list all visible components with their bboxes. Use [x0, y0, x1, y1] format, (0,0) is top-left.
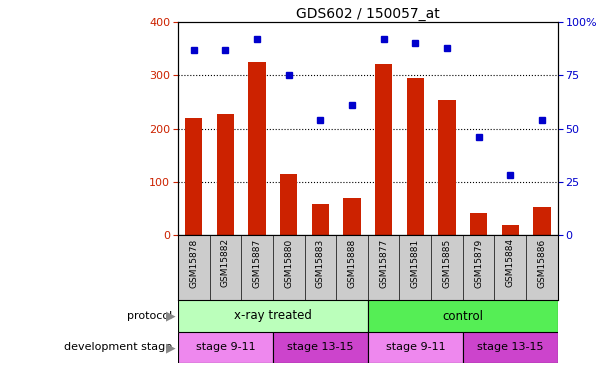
Text: GSM15877: GSM15877	[379, 238, 388, 288]
Bar	[406, 78, 424, 235]
Text: GSM15879: GSM15879	[474, 238, 483, 288]
Text: GSM15887: GSM15887	[253, 238, 262, 288]
Text: GSM15886: GSM15886	[537, 238, 546, 288]
Text: stage 13-15: stage 13-15	[287, 342, 353, 352]
Bar	[178, 300, 368, 332]
Text: protocol: protocol	[127, 311, 172, 321]
Bar	[463, 332, 558, 363]
Title: GDS602 / 150057_at: GDS602 / 150057_at	[296, 7, 440, 21]
Bar	[438, 100, 456, 235]
Text: GSM15882: GSM15882	[221, 238, 230, 287]
Bar	[216, 114, 234, 235]
Bar	[375, 63, 393, 235]
Text: GSM15888: GSM15888	[347, 238, 356, 288]
Text: stage 13-15: stage 13-15	[477, 342, 543, 352]
Bar	[368, 332, 463, 363]
Bar	[280, 174, 297, 235]
Bar	[273, 332, 368, 363]
Text: GSM15884: GSM15884	[506, 238, 515, 287]
Bar	[533, 207, 551, 235]
Bar	[470, 213, 487, 235]
Text: x-ray treated: x-ray treated	[234, 309, 312, 322]
Bar	[185, 118, 203, 235]
Bar	[343, 198, 361, 235]
Text: control: control	[443, 309, 483, 322]
Text: stage 9-11: stage 9-11	[195, 342, 255, 352]
Text: ▶: ▶	[166, 341, 176, 354]
Text: stage 9-11: stage 9-11	[385, 342, 445, 352]
Text: GSM15878: GSM15878	[189, 238, 198, 288]
Text: ▶: ▶	[166, 309, 176, 322]
Bar	[312, 204, 329, 235]
Text: GSM15883: GSM15883	[316, 238, 325, 288]
Bar	[368, 300, 558, 332]
Bar	[502, 225, 519, 235]
Bar	[248, 62, 266, 235]
Text: development stage: development stage	[64, 342, 172, 352]
Text: GSM15885: GSM15885	[443, 238, 452, 288]
Bar	[178, 332, 273, 363]
Text: GSM15880: GSM15880	[284, 238, 293, 288]
Text: GSM15881: GSM15881	[411, 238, 420, 288]
